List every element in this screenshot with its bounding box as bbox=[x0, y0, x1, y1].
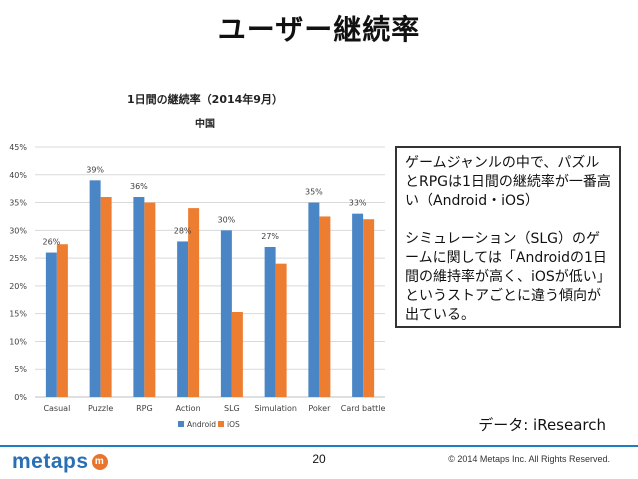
y-tick-label: 45% bbox=[9, 143, 27, 152]
bar-android-slg bbox=[220, 230, 232, 397]
bar-ios-casual bbox=[56, 244, 68, 397]
logo-mark-icon: m bbox=[91, 454, 108, 470]
copyright: © 2014 Metaps Inc. All Rights Reserved. bbox=[448, 454, 610, 464]
grid-lines bbox=[35, 146, 385, 398]
y-tick-label: 0% bbox=[14, 393, 27, 402]
bars bbox=[45, 180, 375, 397]
callout-gap bbox=[405, 211, 611, 230]
chart-legend: Android iOS bbox=[178, 420, 240, 429]
x-axis-ticks: Casual Puzzle RPG Action SLG Simulation Poker C… bbox=[43, 404, 385, 413]
y-tick-label: 10% bbox=[9, 337, 27, 346]
bar-android-rpg bbox=[133, 197, 145, 397]
y-tick-label: 5% bbox=[14, 365, 27, 374]
legend-label-android: Android bbox=[187, 420, 216, 429]
bar-ios-poker bbox=[319, 216, 331, 397]
bar-android-simulation bbox=[264, 247, 276, 397]
footer-divider bbox=[0, 445, 638, 447]
bar-ios-slg bbox=[231, 312, 243, 397]
explanation-callout: ゲームジャンルの中で、パズルとRPGは1日間の継続率が一番高い（Android・… bbox=[395, 146, 621, 328]
x-tick-label: RPG bbox=[136, 404, 153, 413]
data-label: 30% bbox=[217, 215, 235, 224]
x-tick-label: Card battle bbox=[341, 404, 386, 413]
x-tick-label: SLG bbox=[224, 404, 240, 413]
callout-paragraph-1: ゲームジャンルの中で、パズルとRPGは1日間の継続率が一番高い（Android・… bbox=[405, 155, 611, 209]
bar-android-card-battle bbox=[352, 213, 364, 397]
legend-swatch-android bbox=[178, 421, 184, 427]
x-tick-label: Poker bbox=[308, 404, 331, 413]
data-label: 27% bbox=[261, 232, 279, 241]
data-label: 28% bbox=[174, 226, 192, 235]
bar-ios-puzzle bbox=[100, 197, 112, 397]
slide-title: ユーザー継続率 bbox=[217, 13, 421, 46]
data-label: 36% bbox=[130, 182, 148, 191]
data-label: 35% bbox=[305, 188, 323, 197]
x-tick-label: Action bbox=[176, 404, 201, 413]
bar-ios-simulation bbox=[275, 263, 287, 397]
x-tick-label: Simulation bbox=[254, 404, 297, 413]
y-tick-label: 15% bbox=[9, 310, 27, 319]
data-label: 33% bbox=[349, 199, 367, 208]
page-number: 20 bbox=[312, 452, 326, 466]
bar-android-poker bbox=[308, 202, 320, 397]
y-tick-label: 30% bbox=[9, 226, 27, 235]
y-tick-label: 40% bbox=[9, 171, 27, 180]
data-labels: 26% 39% 36% 28% 30% 27% 35% 33% bbox=[42, 165, 366, 246]
y-tick-label: 20% bbox=[9, 282, 27, 291]
bar-ios-rpg bbox=[144, 202, 156, 397]
bar-ios-card-battle bbox=[363, 219, 375, 397]
y-tick-label: 25% bbox=[9, 254, 27, 263]
legend-swatch-ios bbox=[218, 421, 224, 427]
metaps-logo: metaps m bbox=[12, 449, 108, 475]
callout-paragraph-2: シミュレーション（SLG）のゲームに関しては「Androidの1日間の維持率が高… bbox=[405, 231, 611, 323]
bar-android-casual bbox=[45, 252, 57, 397]
chart-subtitle: 中国 bbox=[195, 117, 215, 130]
data-label: 39% bbox=[86, 165, 104, 174]
chart-title: 1日間の継続率（2014年9月） bbox=[127, 92, 283, 106]
logo-text: metaps bbox=[12, 450, 89, 473]
bar-android-puzzle bbox=[89, 180, 101, 397]
x-tick-label: Casual bbox=[43, 404, 70, 413]
bar-ios-action bbox=[188, 208, 200, 397]
data-source: データ: iResearch bbox=[478, 416, 606, 434]
y-tick-label: 35% bbox=[9, 199, 27, 208]
data-label: 26% bbox=[42, 238, 60, 247]
legend-label-ios: iOS bbox=[227, 420, 240, 429]
x-tick-label: Puzzle bbox=[88, 404, 113, 413]
bar-android-action bbox=[177, 241, 189, 397]
y-axis-ticks: 0% 5% 10% 15% 20% 25% 30% 35% 40% 45% bbox=[9, 143, 27, 402]
bar-chart: 1日間の継続率（2014年9月） 中国 0% 5% 10% 15% 20% 25% 30% 3… bbox=[9, 92, 385, 429]
